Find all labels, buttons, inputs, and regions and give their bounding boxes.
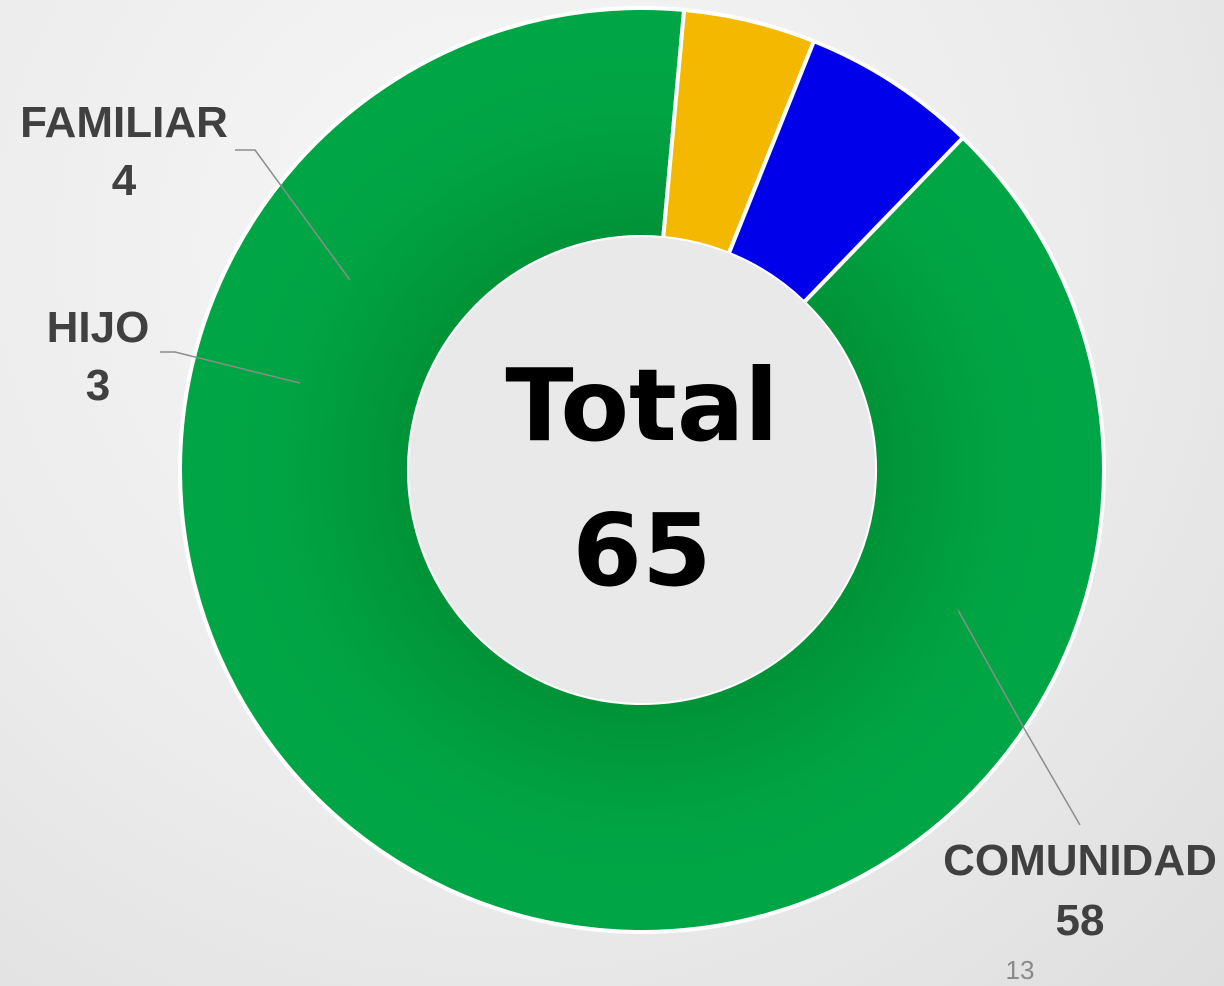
- data-label-value-comunidad: 58: [1056, 896, 1105, 945]
- data-label-value-familiar: 4: [112, 156, 137, 205]
- data-label-category-familiar: FAMILIAR: [20, 98, 228, 147]
- leader-line-familiar: [235, 149, 351, 281]
- leader-line-hijo: [160, 351, 301, 384]
- center-value: 65: [572, 492, 711, 609]
- data-label-category-hijo: HIJO: [47, 303, 150, 352]
- center-label: Total: [505, 347, 778, 464]
- page-number: 13: [1005, 955, 1035, 985]
- data-label-value-hijo: 3: [86, 361, 110, 410]
- data-label-category-comunidad: COMUNIDAD: [943, 836, 1217, 885]
- donut-hole: [409, 237, 875, 703]
- leader-line-comunidad: [957, 609, 1081, 826]
